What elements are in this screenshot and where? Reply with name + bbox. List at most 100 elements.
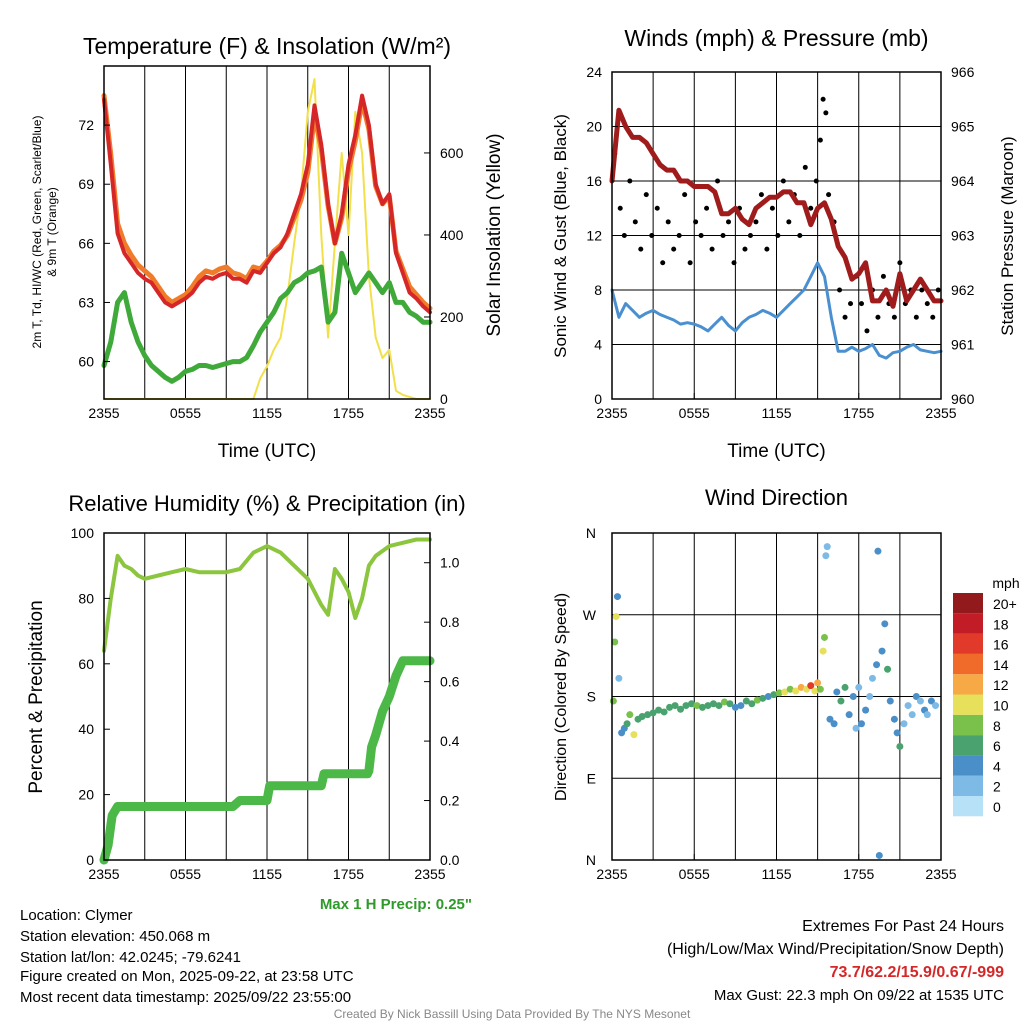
wind-direction-point [775, 689, 783, 697]
gust-point [709, 246, 715, 252]
gust-point [654, 205, 660, 211]
gust-point [720, 233, 726, 238]
y-right-tick-label: 0.6 [440, 674, 460, 690]
y-tick-label: 20 [78, 787, 94, 803]
wind-direction-point [660, 708, 668, 716]
x-tick-label: 1755 [843, 866, 874, 882]
wind-direction-point [811, 687, 819, 695]
gust-point [813, 178, 819, 184]
x-tick-label: 1755 [333, 866, 364, 882]
y-right-tick-label: 966 [951, 64, 975, 80]
y-right-tick-label: 1.0 [440, 555, 460, 571]
wind-direction-point [908, 711, 916, 719]
gust-point [817, 137, 823, 143]
gust-point [753, 219, 759, 225]
y-tick-label: 8 [594, 282, 602, 298]
wind-direction-point [623, 720, 631, 728]
wind-direction-point [704, 702, 712, 710]
y-axis-label-2: & 9m T (Orange) [45, 187, 59, 277]
x-tick-label: 1755 [333, 405, 364, 421]
y-right-tick-label: 0.2 [440, 793, 460, 809]
sonic-wind-line [610, 261, 943, 360]
y-right-tick-label: 200 [440, 309, 464, 325]
y-right-tick-label: 965 [951, 119, 975, 135]
wind-direction-point [855, 683, 863, 691]
wind-direction-point [873, 661, 881, 669]
gust-point [808, 205, 814, 211]
gust-point [726, 219, 732, 225]
wind-direction-point [726, 700, 734, 708]
wind-direction-point [816, 685, 824, 693]
max-gust-text: Max Gust: 22.3 mph On 09/22 at 1535 UTC [713, 987, 1004, 1004]
y-right-tick-label: 600 [440, 145, 464, 161]
wind-direction-point [737, 702, 745, 710]
gust-point [704, 205, 710, 211]
wind-direction-point [866, 693, 874, 700]
y-right-axis-label: Solar Insolation (Yellow) [484, 133, 505, 336]
wind-direction-point [709, 700, 717, 708]
wind-direction-point [609, 697, 617, 705]
x-tick-label: 0555 [679, 405, 710, 421]
plot-border [103, 532, 431, 861]
legend-swatch [953, 653, 983, 675]
gust-point [649, 233, 655, 238]
wind-direction-point [857, 720, 865, 728]
wind-direction-point [792, 687, 800, 695]
legend-swatch [953, 674, 983, 695]
gust-point [880, 273, 886, 279]
y-tick-label: N [586, 852, 596, 868]
wind-direction-point [613, 593, 621, 601]
wind-direction-point [649, 709, 657, 717]
wind-direction-point [797, 683, 805, 691]
y-tick-label: 69 [78, 176, 94, 192]
wind-direction-point [731, 703, 739, 711]
legend-label: 14 [993, 657, 1009, 673]
legend-swatch [953, 694, 983, 715]
wind-direction-point [688, 700, 696, 708]
wind-direction-point [890, 715, 898, 723]
wind-direction-point [764, 693, 772, 700]
y-tick-label: N [586, 525, 596, 541]
legend-swatch [953, 714, 983, 736]
gust-point [797, 233, 803, 238]
wind-direction-point [748, 700, 756, 708]
wind-direction-point [830, 720, 838, 728]
x-tick-label: 2355 [88, 405, 119, 421]
wind-direction-point [807, 682, 815, 690]
y-tick-label: 66 [78, 235, 94, 251]
gust-point [775, 233, 781, 238]
wind-direction-point [715, 702, 723, 710]
y-right-tick-label: 0.4 [440, 733, 460, 749]
y-right-tick-label: 961 [951, 337, 975, 353]
gust-point [837, 287, 843, 293]
y-tick-label: 72 [78, 117, 94, 133]
y-right-axis-label: Station Pressure (Maroon) [998, 136, 1017, 335]
wind-direction-point [742, 697, 750, 705]
y-right-tick-label: 964 [951, 173, 975, 189]
x-tick-label: 0555 [679, 866, 710, 882]
gust-point [671, 246, 677, 252]
max-precip-annotation: Max 1 H Precip: 0.25" [319, 896, 472, 913]
x-tick-label: 2355 [414, 866, 445, 882]
legend-swatch [953, 775, 983, 796]
y-tick-label: 16 [586, 173, 602, 189]
x-tick-label: 1155 [252, 405, 282, 421]
x-tick-label: 1755 [843, 405, 874, 421]
x-tick-label: 1155 [761, 866, 791, 882]
legend-swatch [953, 755, 983, 776]
y-axis-label: 2m T, Td, HI/WC (Red, Green, Scarlet/Blu… [30, 116, 44, 349]
plot-border [103, 65, 431, 400]
wind-direction-point [923, 711, 931, 719]
x-tick-label: 2355 [414, 405, 445, 421]
wind-direction-point [904, 702, 912, 710]
y-tick-label: 80 [78, 590, 94, 606]
gust-point [848, 301, 854, 307]
legend-label: 2 [993, 779, 1001, 795]
gust-point [842, 314, 848, 320]
wind-direction-point [781, 688, 789, 696]
dewpoint-line [101, 250, 433, 384]
wind-direction-point [826, 715, 834, 723]
chart-title: Wind Direction [705, 485, 848, 510]
